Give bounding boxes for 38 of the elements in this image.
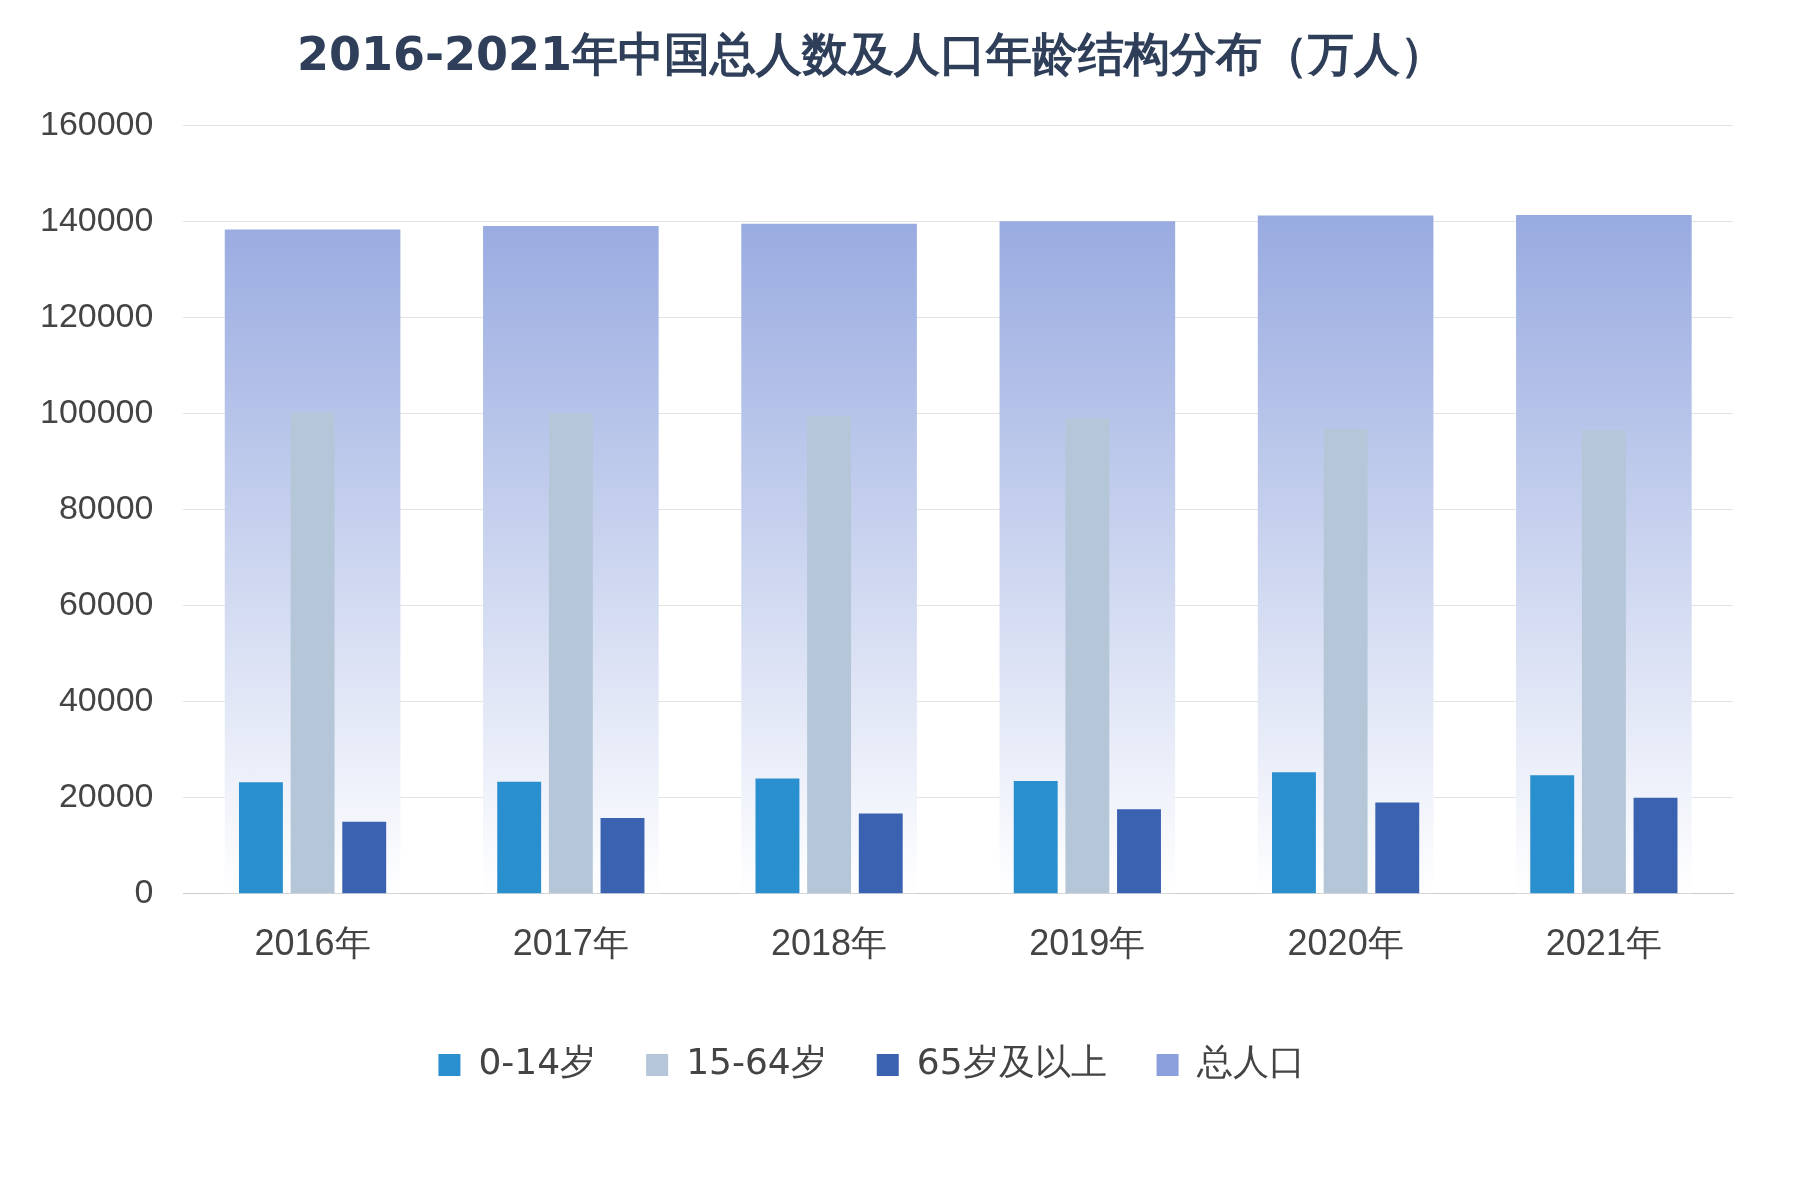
- y-tick-label: 140000: [39, 199, 154, 238]
- y-tick-label: 80000: [58, 487, 154, 526]
- bar: [342, 821, 387, 894]
- y-tick-label: 0: [134, 872, 154, 911]
- bar: [1065, 418, 1110, 894]
- x-tick-label: 2017年: [512, 922, 629, 964]
- bar: [807, 416, 852, 894]
- bar: [1013, 780, 1058, 894]
- legend-label: 总人口: [1195, 1041, 1305, 1083]
- x-tick-label: 2020年: [1287, 922, 1404, 964]
- y-tick-label: 60000: [58, 583, 154, 622]
- legend-label: 65岁及以上: [916, 1041, 1107, 1083]
- x-tick-label: 2018年: [771, 922, 888, 964]
- x-tick-label: 2016年: [254, 922, 371, 964]
- bar: [497, 781, 542, 894]
- bar: [238, 782, 283, 894]
- bar: [600, 817, 645, 894]
- y-tick-label: 120000: [39, 295, 154, 334]
- bar: [290, 412, 335, 894]
- y-tick-label: 100000: [39, 391, 154, 430]
- legend-label: 0-14岁: [478, 1041, 597, 1083]
- bar: [755, 778, 800, 894]
- bar: [858, 813, 903, 894]
- x-tick-label: 2019年: [1029, 922, 1146, 964]
- bar: [1581, 430, 1626, 894]
- bar: [1375, 802, 1420, 894]
- bar: [1272, 772, 1316, 894]
- bar: [1530, 775, 1575, 894]
- chart-title: 2016-2021年中国总人数及人口年龄结构分布（万人）: [296, 26, 1447, 81]
- bar: [548, 413, 593, 894]
- y-tick-label: 160000: [39, 103, 154, 142]
- bar: [1117, 809, 1161, 894]
- legend-label: 15-64岁: [686, 1041, 827, 1083]
- bar: [1323, 428, 1368, 894]
- y-tick-label: 20000: [58, 776, 154, 815]
- bar: [1633, 797, 1678, 894]
- y-tick-label: 40000: [58, 680, 154, 719]
- x-tick-label: 2021年: [1545, 922, 1662, 964]
